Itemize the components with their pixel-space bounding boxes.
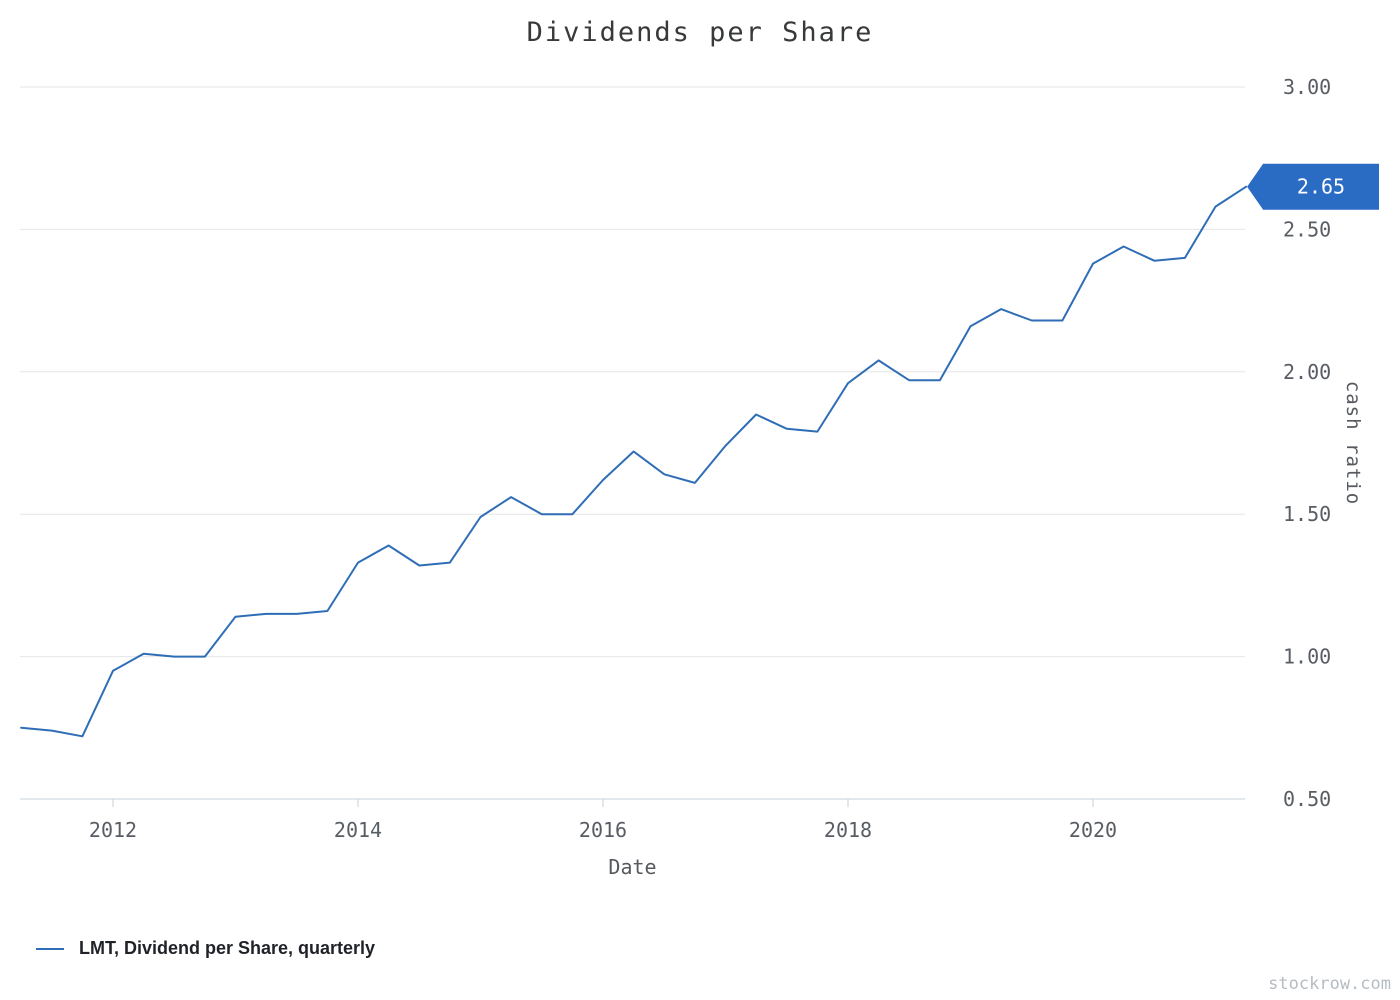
y-axis-label: cash ratio — [1342, 380, 1364, 506]
y-tick-label: 1.00 — [1283, 645, 1331, 669]
y-tick-label: 2.00 — [1283, 360, 1331, 384]
last-value-tag — [1247, 163, 1379, 210]
last-value-tag-label: 2.65 — [1297, 175, 1345, 199]
x-tick-label: 2020 — [1069, 818, 1117, 842]
chart-title: Dividends per Share — [526, 17, 874, 48]
y-tick-label: 0.50 — [1283, 787, 1331, 811]
watermark-link[interactable]: stockrow.com — [1268, 974, 1391, 994]
legend[interactable]: LMT, Dividend per Share, quarterly — [36, 938, 375, 959]
x-axis-label: Date — [608, 855, 657, 879]
y-tick-label: 2.50 — [1283, 217, 1331, 241]
x-tick-label: 2014 — [334, 818, 382, 842]
legend-item-label[interactable]: LMT, Dividend per Share, quarterly — [79, 938, 376, 958]
x-tick-label: 2018 — [824, 818, 872, 842]
legend-line-swatch — [36, 947, 64, 950]
series-line[interactable] — [20, 185, 1248, 738]
x-tick-label: 2016 — [579, 818, 627, 842]
y-tick-label: 1.50 — [1283, 502, 1331, 526]
y-tick-label: 3.00 — [1283, 75, 1331, 99]
x-tick-label: 2012 — [89, 818, 137, 842]
